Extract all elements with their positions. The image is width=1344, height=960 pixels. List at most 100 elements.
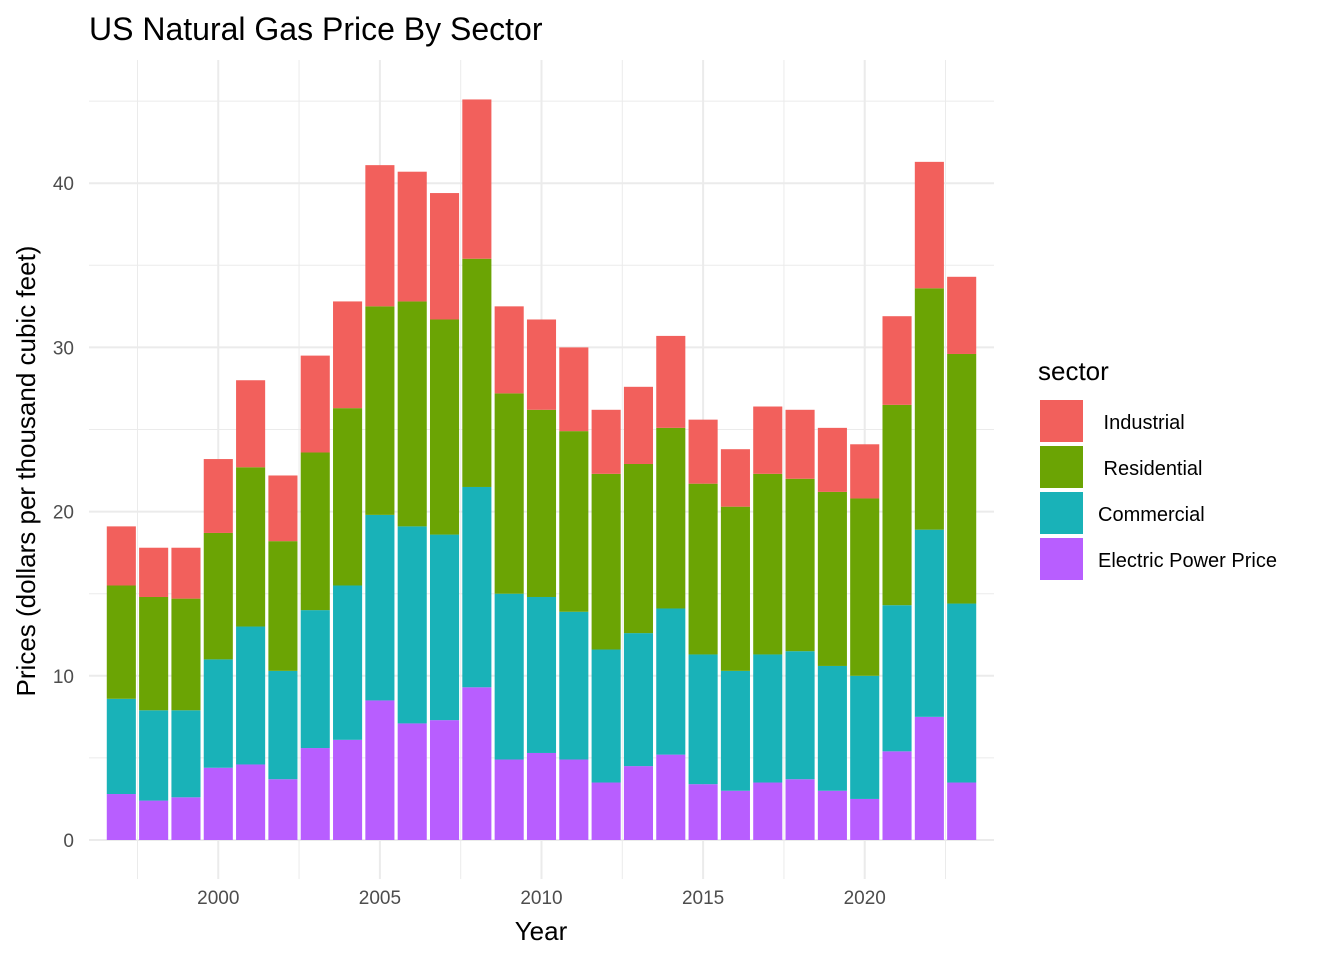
legend-swatch-electric-power-price bbox=[1040, 538, 1083, 580]
bar-electric-power-price-2008 bbox=[462, 687, 492, 840]
bar-residential-2011 bbox=[559, 431, 589, 612]
bar-industrial-2002 bbox=[268, 475, 298, 542]
bar-electric-power-price-2003 bbox=[300, 748, 330, 840]
bar-commercial-2018 bbox=[785, 651, 815, 780]
bar-electric-power-price-2013 bbox=[623, 766, 654, 840]
bar-industrial-2014 bbox=[656, 335, 686, 428]
bar-industrial-2015 bbox=[688, 419, 718, 484]
bar-industrial-2021 bbox=[882, 316, 912, 405]
bar-electric-power-price-2009 bbox=[494, 759, 524, 840]
bar-industrial-2012 bbox=[591, 409, 621, 474]
bar-residential-2003 bbox=[300, 452, 330, 611]
bar-residential-2004 bbox=[333, 408, 363, 586]
bar-electric-power-price-2022 bbox=[914, 716, 944, 840]
bar-electric-power-price-2010 bbox=[526, 752, 557, 840]
bar-commercial-2019 bbox=[817, 665, 847, 791]
bar-industrial-2007 bbox=[429, 193, 460, 320]
bar-industrial-2010 bbox=[526, 319, 557, 410]
bar-commercial-2007 bbox=[429, 534, 460, 721]
bar-industrial-2023 bbox=[947, 276, 977, 354]
bar-residential-2016 bbox=[720, 506, 750, 671]
legend-swatch-commercial bbox=[1040, 492, 1083, 534]
bar-residential-2018 bbox=[785, 478, 815, 652]
bar-commercial-1998 bbox=[139, 710, 169, 801]
bar-commercial-2005 bbox=[365, 514, 395, 701]
bar-commercial-2013 bbox=[623, 633, 654, 767]
bar-electric-power-price-2021 bbox=[882, 751, 912, 840]
bar-electric-power-price-2018 bbox=[785, 779, 815, 840]
bar-commercial-2016 bbox=[720, 670, 750, 791]
bar-commercial-2017 bbox=[753, 654, 783, 783]
legend-label: Residential bbox=[1098, 458, 1203, 480]
bar-commercial-1999 bbox=[171, 710, 201, 798]
bar-commercial-2020 bbox=[850, 675, 880, 799]
bar-electric-power-price-1998 bbox=[139, 800, 169, 840]
y-tick-label: 30 bbox=[53, 338, 74, 359]
bar-electric-power-price-2015 bbox=[688, 784, 718, 840]
bar-commercial-2011 bbox=[559, 611, 589, 760]
y-axis-ticks: 0 10 20 30 40 bbox=[53, 174, 74, 852]
legend-label: Industrial bbox=[1098, 412, 1185, 434]
bar-industrial-2005 bbox=[365, 165, 395, 307]
bar-industrial-2001 bbox=[236, 380, 266, 468]
bar-residential-2013 bbox=[623, 463, 654, 634]
bar-industrial-2020 bbox=[850, 444, 880, 499]
bar-commercial-2000 bbox=[203, 659, 233, 768]
bar-electric-power-price-2014 bbox=[656, 754, 686, 840]
bar-commercial-2002 bbox=[268, 670, 298, 780]
bar-industrial-2004 bbox=[333, 301, 363, 409]
bar-commercial-2006 bbox=[397, 526, 427, 724]
bar-residential-2005 bbox=[365, 306, 395, 515]
bar-industrial-1998 bbox=[139, 547, 169, 597]
bar-industrial-2016 bbox=[720, 449, 750, 507]
bar-industrial-2003 bbox=[300, 355, 330, 453]
bar-electric-power-price-2020 bbox=[850, 798, 880, 840]
bar-industrial-2009 bbox=[494, 306, 524, 394]
bar-industrial-2022 bbox=[914, 161, 944, 289]
bar-electric-power-price-2000 bbox=[203, 767, 233, 840]
bar-industrial-2008 bbox=[462, 99, 492, 259]
bar-residential-2015 bbox=[688, 483, 718, 655]
legend-title: sector bbox=[1038, 356, 1109, 386]
bar-residential-2021 bbox=[882, 404, 912, 606]
bar-commercial-2010 bbox=[526, 596, 557, 753]
x-axis-ticks: 2000 2005 2010 2015 2020 bbox=[197, 888, 886, 909]
bar-industrial-2017 bbox=[753, 406, 783, 474]
bar-industrial-2011 bbox=[559, 347, 589, 432]
y-tick-label: 0 bbox=[63, 831, 74, 852]
bar-residential-2017 bbox=[753, 473, 783, 655]
bar-residential-2010 bbox=[526, 409, 557, 597]
bar-commercial-2003 bbox=[300, 610, 330, 749]
x-tick-label: 2020 bbox=[844, 888, 886, 909]
bar-residential-2000 bbox=[203, 532, 233, 660]
bar-electric-power-price-2005 bbox=[365, 700, 395, 840]
bar-industrial-2019 bbox=[817, 427, 847, 492]
bar-electric-power-price-1997 bbox=[106, 794, 136, 840]
bar-commercial-2022 bbox=[914, 529, 944, 717]
x-axis-title: Year bbox=[515, 916, 568, 946]
bar-commercial-2009 bbox=[494, 593, 524, 760]
bar-residential-2012 bbox=[591, 473, 621, 650]
bar-commercial-2004 bbox=[333, 585, 363, 740]
bar-electric-power-price-2016 bbox=[720, 790, 750, 840]
bar-commercial-2001 bbox=[236, 626, 266, 765]
bar-residential-2001 bbox=[236, 467, 266, 627]
bar-electric-power-price-2012 bbox=[591, 782, 621, 840]
bar-commercial-2012 bbox=[591, 649, 621, 783]
bar-electric-power-price-2004 bbox=[333, 739, 363, 840]
bar-commercial-2008 bbox=[462, 486, 492, 688]
bar-residential-2002 bbox=[268, 541, 298, 671]
bar-electric-power-price-2011 bbox=[559, 759, 589, 840]
legend-swatch-residential bbox=[1040, 446, 1083, 488]
bar-residential-1999 bbox=[171, 598, 201, 711]
bar-electric-power-price-1999 bbox=[171, 797, 201, 840]
bar-residential-1998 bbox=[139, 596, 169, 711]
bar-commercial-2023 bbox=[947, 603, 977, 783]
legend-label: Electric Power Price bbox=[1098, 550, 1277, 572]
bar-electric-power-price-2019 bbox=[817, 790, 847, 840]
bar-residential-2006 bbox=[397, 301, 427, 527]
x-tick-label: 2000 bbox=[197, 888, 239, 909]
bar-residential-2022 bbox=[914, 288, 944, 530]
chart-title: US Natural Gas Price By Sector bbox=[89, 11, 543, 47]
